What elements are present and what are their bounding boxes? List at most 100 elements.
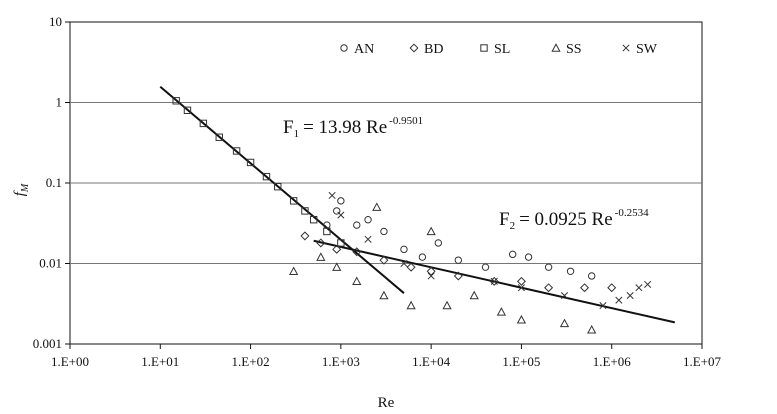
data-point-an — [566, 267, 575, 276]
y-tick-label: 10 — [49, 14, 62, 29]
data-point-sl — [262, 172, 271, 181]
data-point-bd — [607, 283, 617, 293]
data-point-sw — [328, 191, 336, 200]
data-point-sl — [215, 133, 223, 141]
data-point-an — [508, 250, 517, 259]
gridlines — [70, 102, 702, 264]
legend-marker-an — [340, 44, 348, 52]
data-point-ss — [426, 226, 436, 236]
data-point-sl — [309, 216, 318, 224]
legend-item-an: AN — [340, 42, 374, 57]
data-point-an — [524, 253, 533, 261]
data-point-sw — [337, 211, 345, 219]
data-point-bd — [300, 231, 310, 241]
data-point-sl — [289, 197, 298, 205]
data-point-bd — [544, 283, 554, 293]
series-sl — [172, 97, 345, 247]
data-point-sw — [427, 272, 435, 280]
data-point-an — [380, 227, 388, 236]
data-point-bd — [352, 247, 362, 257]
legend-label: SL — [494, 42, 510, 57]
data-point-ss — [332, 262, 342, 271]
data-point-bd — [406, 262, 416, 272]
data-point-sl — [301, 207, 309, 215]
data-point-sw — [644, 280, 652, 288]
data-point-sw — [517, 284, 525, 292]
data-point-bd — [580, 283, 590, 293]
data-point-sl — [323, 227, 331, 236]
data-point-an — [454, 256, 463, 264]
x-axis-ticks: 1.E+00 1.E+01 1.E+02 1.E+03 1.E+04 1.E+05 1.E+… — [51, 344, 722, 369]
data-point-sl — [246, 158, 255, 167]
series-bd — [300, 231, 617, 293]
data-point-bd — [516, 276, 526, 286]
data-point-bd — [316, 238, 326, 248]
series-ss — [289, 202, 597, 334]
data-point-sl — [199, 119, 208, 128]
data-point-ss — [559, 318, 570, 328]
y-axis-title: fM — [12, 183, 31, 196]
data-point-bd — [489, 276, 499, 286]
x-tick-label: 1.E+06 — [593, 354, 632, 369]
data-point-an — [587, 272, 596, 280]
legend-marker-sw — [622, 44, 630, 52]
legend-label: BD — [424, 42, 443, 57]
legend-marker-bd — [409, 43, 419, 53]
legend-marker-ss — [551, 43, 561, 52]
y-axis-title-sub: M — [20, 183, 31, 193]
svg-text:fM: fM — [12, 183, 31, 196]
y-tick-label: 0.001 — [33, 336, 62, 351]
data-point-ss — [469, 290, 479, 300]
equation-f1: F1 = 13.98 Re -0.9501 — [283, 115, 423, 140]
data-point-ss — [406, 300, 416, 310]
legend-marker-sl — [480, 44, 488, 52]
legend-label: SW — [636, 42, 658, 57]
data-point-bd — [426, 266, 436, 276]
data-point-ss — [516, 314, 527, 324]
y-tick-label: 1 — [56, 95, 63, 110]
fit-line-f1 — [159, 86, 405, 294]
data-point-ss — [496, 307, 507, 316]
data-point-ss — [442, 300, 452, 310]
data-point-sl — [274, 182, 282, 191]
data-point-sl — [232, 147, 241, 155]
x-tick-label: 1.E+01 — [141, 354, 179, 369]
data-point-an — [364, 216, 372, 224]
legend-label: AN — [354, 42, 374, 57]
y-axis-title-f: f — [12, 190, 28, 196]
data-point-an — [418, 253, 427, 261]
svg-text:F1= 13.98 Re-0.9501: F1 = 13.98 Re -0.9501 — [283, 115, 423, 140]
data-point-sw — [599, 302, 607, 310]
y-axis-ticks: 0.001 0.01 0.1 1 10 — [33, 14, 70, 351]
x-tick-label: 1.E+04 — [412, 354, 451, 369]
data-points — [172, 97, 652, 334]
data-point-an — [481, 263, 490, 271]
data-point-ss — [372, 202, 382, 211]
legend-item-ss: SS — [551, 42, 582, 57]
data-point-an — [544, 263, 553, 271]
x-axis-title: Re — [378, 395, 395, 411]
data-point-sw — [560, 291, 569, 300]
data-point-ss — [316, 252, 326, 261]
series-sw — [328, 191, 652, 310]
data-point-sl — [172, 97, 180, 105]
x-tick-label: 1.E+07 — [683, 354, 722, 369]
x-tick-label: 1.E+02 — [232, 354, 270, 369]
data-point-sw — [626, 291, 634, 300]
data-point-sw — [635, 284, 643, 292]
data-point-ss — [289, 266, 299, 276]
data-point-an — [353, 221, 361, 229]
equation-f2: F2 = 0.0925 Re -0.2534 — [499, 207, 649, 232]
legend-label: SS — [566, 42, 582, 57]
y-tick-label: 0.1 — [46, 175, 62, 190]
legend-item-bd: BD — [409, 42, 443, 57]
x-tick-label: 1.E+05 — [502, 354, 540, 369]
x-tick-label: 1.E+03 — [322, 354, 360, 369]
y-tick-label: 0.01 — [39, 256, 62, 271]
data-point-sw — [364, 235, 372, 243]
data-point-sl — [337, 239, 345, 247]
data-point-an — [434, 239, 442, 247]
data-point-bd — [453, 271, 463, 281]
data-point-ss — [352, 276, 362, 286]
data-point-an — [333, 207, 341, 215]
